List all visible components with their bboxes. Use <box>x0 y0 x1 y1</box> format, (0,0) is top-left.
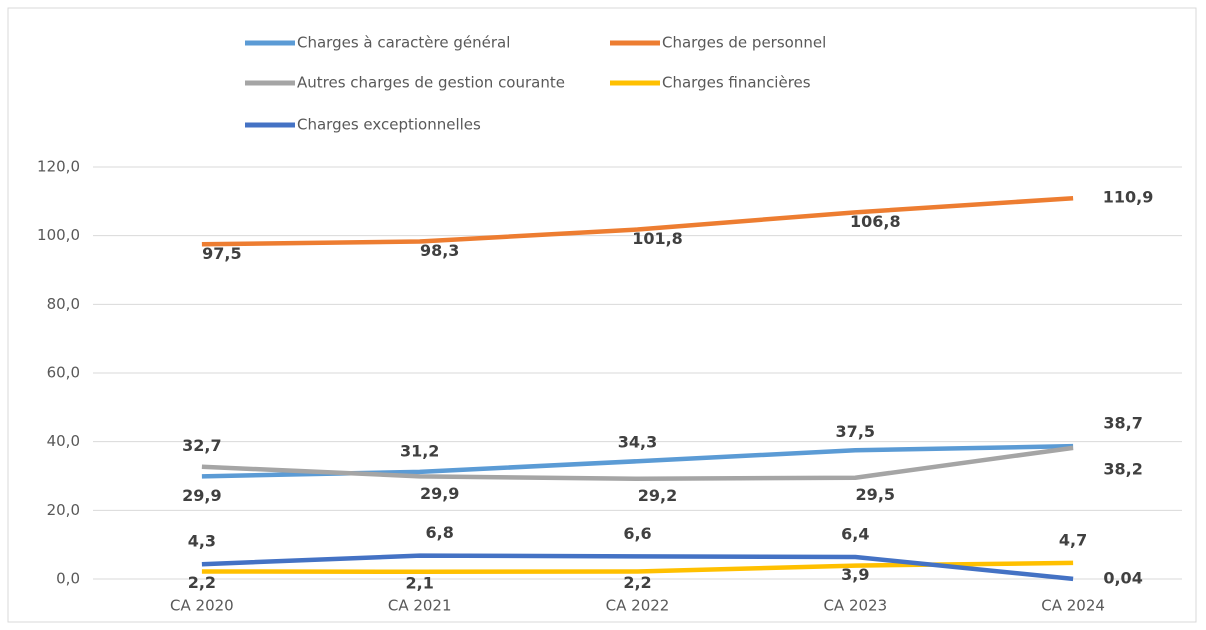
legend-label: Charges exceptionnelles <box>297 116 481 134</box>
y-tick-label: 120,0 <box>37 158 80 176</box>
data-label: 101,8 <box>632 229 683 248</box>
legend-label: Charges de personnel <box>662 34 826 52</box>
data-label: 106,8 <box>850 212 901 231</box>
data-label: 6,4 <box>841 525 869 544</box>
legend-label: Charges financières <box>662 74 811 92</box>
series-line <box>201 553 1074 582</box>
x-tick-label: CA 2021 <box>388 597 452 615</box>
y-tick-label: 20,0 <box>47 501 80 519</box>
data-label: 3,9 <box>841 565 869 584</box>
chart-border <box>7 7 1197 623</box>
y-tick-label: 100,0 <box>37 226 80 244</box>
data-label: 2,2 <box>188 573 216 592</box>
x-tick-label: CA 2024 <box>1041 597 1105 615</box>
y-tick-label: 80,0 <box>47 295 80 313</box>
legend-label: Charges à caractère général <box>297 34 510 52</box>
data-label: 34,3 <box>618 433 657 452</box>
data-label: 4,3 <box>188 532 216 551</box>
data-label: 37,5 <box>836 422 875 441</box>
data-label: 97,5 <box>202 244 241 263</box>
y-tick-label: 40,0 <box>47 432 80 450</box>
data-label: 31,2 <box>400 441 439 460</box>
y-tick-label: 60,0 <box>47 364 80 382</box>
data-label: 29,9 <box>182 486 221 505</box>
data-label: 32,7 <box>182 436 221 455</box>
data-label: 29,9 <box>420 484 459 503</box>
x-tick-label: CA 2020 <box>170 597 234 615</box>
legend-label: Autres charges de gestion courante <box>297 74 565 92</box>
data-label: 38,7 <box>1103 414 1142 433</box>
data-label: 29,5 <box>856 485 895 504</box>
data-label: 98,3 <box>420 241 459 260</box>
data-label: 110,9 <box>1103 188 1154 207</box>
y-tick-label: 0,0 <box>56 570 80 588</box>
data-label: 4,7 <box>1059 530 1087 549</box>
data-label: 6,8 <box>426 523 454 542</box>
data-label: 2,1 <box>406 573 434 592</box>
x-tick-label: CA 2022 <box>606 597 670 615</box>
x-tick-label: CA 2023 <box>823 597 887 615</box>
series-line <box>201 195 1074 247</box>
data-label: 38,2 <box>1103 459 1142 478</box>
data-label: 6,6 <box>623 524 651 543</box>
data-label: 29,2 <box>638 486 677 505</box>
series-line <box>201 445 1074 481</box>
data-label: 0,04 <box>1103 568 1142 587</box>
data-label: 2,2 <box>623 573 651 592</box>
